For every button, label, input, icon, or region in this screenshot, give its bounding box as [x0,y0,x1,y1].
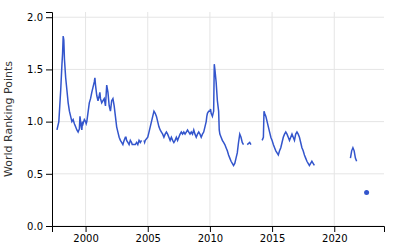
y-tick-mark [46,174,52,175]
y-tick-label: 0.5 [27,169,43,180]
x-tick: 2000 [73,226,98,244]
line-segment [262,111,314,165]
x-tick-label: 2015 [260,233,285,244]
y-tick-mark [46,17,52,18]
plot-area: 2000 2005 2010 2015 2020 0.0 0.5 1.0 1.5 2.0 World… [2,12,385,244]
x-tick-mark [334,226,335,232]
x-tick-label: 2020 [322,233,347,244]
grid [52,12,384,226]
x-tick-label: 2000 [73,233,98,244]
y-axis: 0.0 0.5 1.0 1.5 2.0 [27,12,52,232]
y-tick-label: 2.0 [27,12,43,23]
marks [57,36,369,195]
point [364,190,369,195]
x-tick: 2020 [322,226,347,244]
y-tick-label: 1.5 [27,64,43,75]
y-tick: 0.0 [27,221,52,232]
y-tick-mark [46,122,52,123]
y-tick-label: 0.0 [27,221,43,232]
grid-line [209,12,210,226]
x-tick: 2010 [198,226,223,244]
grid-line [85,12,86,226]
x-tick-mark [148,226,149,232]
y-axis-line [46,13,53,227]
x-tick-mark [272,226,273,232]
y-tick: 1.0 [27,116,52,127]
x-tick: 2005 [136,226,161,244]
x-tick: 2015 [260,226,285,244]
y-axis-title: World Ranking Points [2,61,15,177]
grid-line [334,12,335,226]
line-segment [350,148,356,162]
grid-line [147,12,148,226]
y-tick-mark [46,226,52,227]
x-tick-label: 2010 [198,233,223,244]
x-axis: 2000 2005 2010 2015 2020 [53,226,385,244]
y-tick: 0.5 [27,169,52,180]
line-segment [57,36,142,145]
grid-line [272,12,273,226]
y-tick-mark [46,69,52,70]
line-segment [247,142,251,144]
y-tick: 2.0 [27,12,52,23]
x-tick-mark [210,226,211,232]
line-segment [144,64,243,165]
x-tick-mark [86,226,87,232]
y-tick: 1.5 [27,64,52,75]
x-axis-line [53,227,385,233]
x-tick-label: 2005 [136,233,161,244]
y-tick-label: 1.0 [27,116,43,127]
chart: 2000 2005 2010 2015 2020 0.0 0.5 1.0 1.5 2.0 World… [0,0,400,250]
